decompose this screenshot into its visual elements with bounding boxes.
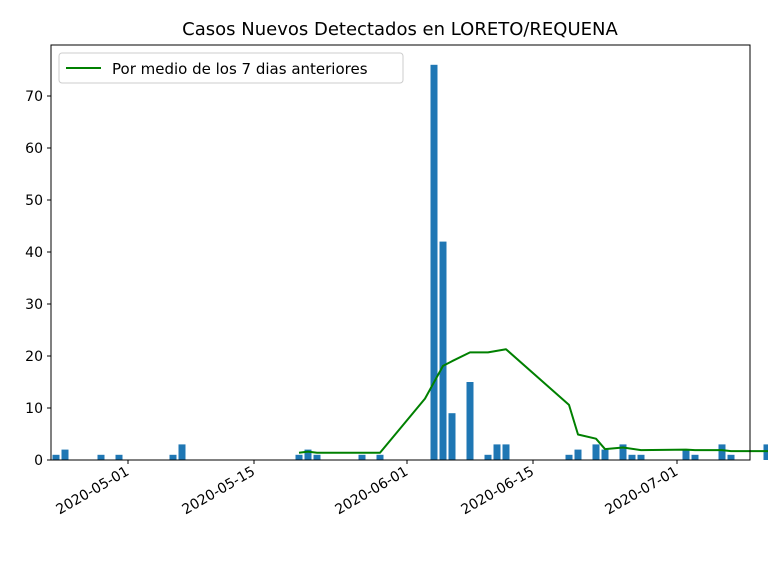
moving-average-line	[298, 348, 768, 454]
bar	[439, 241, 447, 460]
bar	[466, 382, 474, 460]
bar	[115, 454, 123, 460]
bar	[376, 454, 384, 460]
bar-series	[52, 64, 768, 461]
legend-box	[58, 52, 404, 84]
bar	[637, 454, 645, 460]
y-axis: 0 10 20 30 40 50 60 70	[25, 89, 51, 469]
y-tick-label: 50	[25, 193, 43, 209]
bar	[574, 449, 582, 460]
y-tick-label: 0	[34, 453, 43, 469]
plot-frame	[50, 44, 751, 461]
y-tick-label: 60	[25, 141, 43, 157]
y-tick-label: 20	[25, 349, 43, 365]
bar	[727, 454, 735, 460]
bar	[178, 444, 186, 460]
x-tick-label: 2020-06-01	[333, 464, 411, 519]
bar	[313, 454, 321, 460]
y-tick-label: 30	[25, 297, 43, 313]
bar	[493, 444, 501, 460]
bar	[565, 454, 573, 460]
chart-title: Casos Nuevos Detectados en LORETO/REQUEN…	[182, 19, 618, 40]
legend: Por medio de los 7 dias anteriores	[58, 52, 404, 84]
bar	[628, 454, 636, 460]
bar	[718, 444, 726, 460]
bar	[601, 449, 609, 460]
bar	[430, 64, 438, 461]
x-tick-label: 2020-07-01	[603, 464, 681, 519]
bar	[97, 454, 105, 460]
line-series	[298, 348, 768, 454]
x-axis: 2020-05-01 2020-05-15 2020-06-01 2020-06-15…	[54, 460, 681, 518]
bar	[295, 454, 303, 460]
x-tick-label: 2020-06-15	[459, 464, 537, 519]
bar	[691, 454, 699, 460]
bar	[763, 444, 768, 460]
bar	[592, 444, 600, 460]
bar	[448, 413, 456, 460]
bar	[52, 454, 60, 460]
bar	[502, 444, 510, 460]
y-tick-label: 40	[25, 245, 43, 261]
legend-label: Por medio de los 7 dias anteriores	[112, 60, 368, 78]
y-tick-label: 70	[25, 89, 43, 105]
x-tick-label: 2020-05-15	[180, 464, 258, 519]
bar	[484, 454, 492, 460]
y-tick-label: 10	[25, 401, 43, 417]
bar	[619, 444, 627, 460]
bar	[169, 454, 177, 460]
bar	[682, 449, 690, 460]
bar	[358, 454, 366, 460]
bar	[61, 449, 69, 460]
x-tick-label: 2020-05-01	[54, 464, 132, 519]
bar	[304, 449, 312, 460]
